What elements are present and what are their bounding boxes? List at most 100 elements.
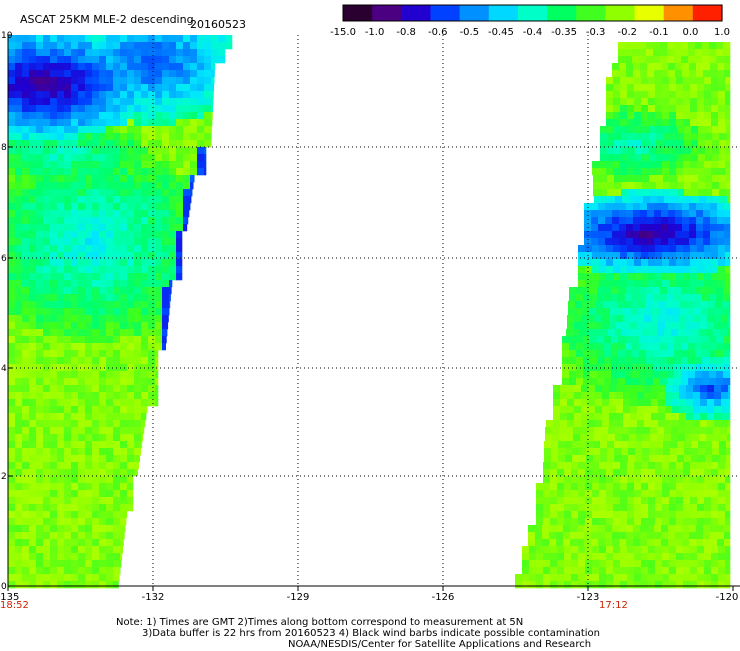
swath-cell [718,490,725,497]
swath-cell [583,294,590,301]
swath-cell [712,140,719,147]
swath-cell [583,343,590,350]
swath-cell [583,378,590,385]
swath-cell [78,546,85,553]
swath-cell [580,329,587,336]
swath-cell [620,546,627,553]
swath-cell [78,49,85,56]
swath-cell [169,84,176,91]
swath-cell [127,210,134,217]
swath-cell [120,238,127,245]
swath-cell [15,441,22,448]
swath-cell [598,525,605,532]
swath-cell [15,532,22,539]
swath-cell [718,483,725,490]
swath-cell [29,441,36,448]
swath-cell [92,238,99,245]
swath-cell [583,287,590,294]
swath-cell [127,315,134,322]
swath-cell [620,280,627,287]
swath-cell [653,343,660,350]
swath-cell [614,147,621,154]
swath-cell [134,224,141,231]
swath-cell [619,63,626,70]
swath-cell [720,329,727,336]
swath-cell [639,336,646,343]
swath-cell [8,532,15,539]
swath-cell [685,196,692,203]
swath-cell [106,140,113,147]
swath-cell [543,483,550,490]
swath-cell [155,294,162,301]
swath-cell [204,84,211,91]
swath-cell [50,294,57,301]
swath-cell [162,217,169,224]
swath-cell [704,266,711,273]
swath-cell [169,168,176,175]
swath-cell [15,385,22,392]
swath-cell [711,119,718,126]
swath-cell [106,280,113,287]
swath-cell [648,462,655,469]
swath-cell [591,224,598,231]
swath-cell [29,119,36,126]
swath-cell [64,126,71,133]
swath-cell [634,280,641,287]
swath-cell [686,406,693,413]
swath-cell [141,224,148,231]
swath-cell [550,476,557,483]
swath-cell [609,385,616,392]
swath-cell [572,441,579,448]
swath-cell [670,455,677,462]
swath-cell [134,378,141,385]
swath-cell [50,126,57,133]
swath-cell [71,182,78,189]
swath-cell [683,462,690,469]
swath-cell [106,525,113,532]
swath-cell [698,126,705,133]
swath-cell [567,420,574,427]
swath-cell [621,455,628,462]
swath-cell [691,154,698,161]
swath-cell [113,560,120,567]
swath-cell [78,231,85,238]
swath-cell [113,56,120,63]
y-tick-label: 8 [1,143,7,153]
swath-cell [50,420,57,427]
swath-cell [8,273,15,280]
swath-cell [29,315,36,322]
swath-cell [113,399,120,406]
swath-cell [120,511,127,518]
swath-cell [127,497,133,504]
swath-cell [549,532,556,539]
swath-cell [106,210,113,217]
swath-cell [106,399,113,406]
swath-cell [607,154,614,161]
swath-cell [591,525,598,532]
swath-cell [724,217,730,224]
swath-cell [141,441,142,448]
swath-cell [595,413,602,420]
swath-cell [621,175,628,182]
swath-cell [36,518,43,525]
swath-cell [155,133,162,140]
swath-cell [704,273,711,280]
swath-cell [50,91,57,98]
swath-cell [719,154,726,161]
swath-cell [85,259,92,266]
swath-cell [655,84,662,91]
swath-cell [127,469,134,476]
swath-cell [585,259,592,266]
swath-cell [120,161,127,168]
swath-cell [633,210,640,217]
swath-cell [627,105,634,112]
swath-cell [22,210,29,217]
swath-cell [662,462,669,469]
swath-cell [50,371,57,378]
swath-cell [64,301,71,308]
swath-cell [50,322,57,329]
swath-cell [22,280,29,287]
swath-cell [606,266,613,273]
swath-cell [29,203,36,210]
swath-cell [581,413,588,420]
